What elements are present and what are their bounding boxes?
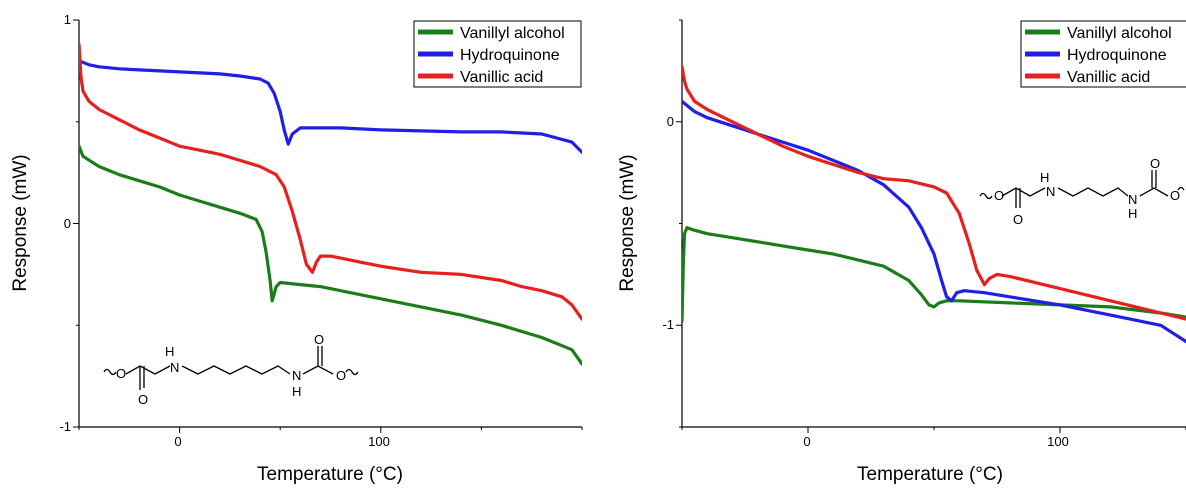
right-series-line-vanillic-acid [682, 65, 1186, 321]
right-chart-panel: 0 -1 0 100 Temperature (°C) Response (mW… [617, 19, 1186, 485]
left-structure-hexyl-chain [181, 365, 291, 375]
left-structure-carbamate-right [302, 346, 334, 375]
right-x-tick-label-0: 0 [803, 434, 810, 449]
right-structure-butyl-chain [1057, 187, 1129, 197]
right-x-axis-title: Temperature (°C) [857, 464, 1003, 485]
right-structure-atom-h1: H [1040, 170, 1049, 185]
right-legend-label-hydroquinone: Hydroquinone [1067, 47, 1167, 64]
left-legend-label-vanillic-acid: Vanillic acid [460, 69, 543, 86]
left-structure-atom-o3: O [314, 332, 324, 347]
left-series-line-hydroquinone [79, 59, 582, 154]
left-y-tick-label-0: 0 [64, 216, 71, 231]
left-structure-atom-n1: N [170, 360, 179, 375]
left-chemical-structure [103, 346, 359, 390]
left-x-tick-label-100: 100 [368, 434, 390, 449]
left-x-tick-label-0: 0 [174, 434, 181, 449]
left-x-axis-title: Temperature (°C) [257, 464, 403, 485]
left-structure-atom-h2: H [292, 384, 301, 399]
right-y-tick-label-0: 0 [667, 114, 674, 129]
right-y-axis-title: Response (mW) [617, 154, 638, 291]
left-legend-label-hydroquinone: Hydroquinone [460, 47, 560, 64]
left-y-tick-label-1: 1 [64, 12, 71, 27]
right-chemical-structure [979, 170, 1185, 208]
left-structure-atom-h1: H [165, 344, 174, 359]
right-x-tick-label-100: 100 [1047, 434, 1069, 449]
right-legend: Vanillyl alcohol Hydroquinone Vanillic a… [1020, 20, 1186, 88]
right-structure-atom-h2: H [1128, 206, 1137, 221]
right-structure-wavy-bond-right [1177, 186, 1185, 191]
left-structure-wavy-bond-left [103, 368, 117, 376]
right-structure-carbamate-right [1139, 170, 1169, 197]
right-series-line-vanillyl-alcohol [682, 226, 1186, 323]
left-structure-atom-n2: N [292, 368, 301, 383]
left-series-line-vanillic-acid [79, 42, 582, 321]
right-structure-wavy-bond-left [979, 192, 993, 200]
right-structure-atom-o1: O [994, 188, 1004, 203]
right-structure-carbamate-left [1001, 187, 1046, 208]
right-structure-atom-n2: N [1128, 192, 1137, 207]
right-structure-atom-o2: O [1013, 212, 1023, 227]
left-y-axis-title: Response (mW) [10, 154, 31, 291]
left-chart-panel: 1 0 -1 0 100 Temperature (°C) Response (… [10, 12, 583, 485]
right-legend-label-vanillyl-alcohol: Vanillyl alcohol [1067, 25, 1172, 42]
right-legend-label-vanillic-acid: Vanillic acid [1067, 69, 1150, 86]
left-legend: Vanillyl alcohol Hydroquinone Vanillic a… [413, 20, 582, 88]
right-structure-atom-o4: O [1170, 188, 1180, 203]
right-structure-atom-n1: N [1046, 184, 1055, 199]
left-structure-carbamate-left [125, 365, 171, 390]
left-legend-label-vanillyl-alcohol: Vanillyl alcohol [460, 25, 565, 42]
right-y-tick-label-neg1: -1 [662, 317, 674, 332]
left-series-line-vanillyl-alcohol [79, 144, 582, 366]
left-structure-atom-o4: O [336, 368, 346, 383]
left-structure-atom-o2: O [138, 392, 148, 407]
left-structure-atom-o1: O [116, 366, 126, 381]
left-structure-wavy-bond-right [345, 368, 359, 376]
left-y-tick-label-neg1: -1 [59, 419, 71, 434]
right-structure-atom-o3: O [1150, 156, 1160, 171]
